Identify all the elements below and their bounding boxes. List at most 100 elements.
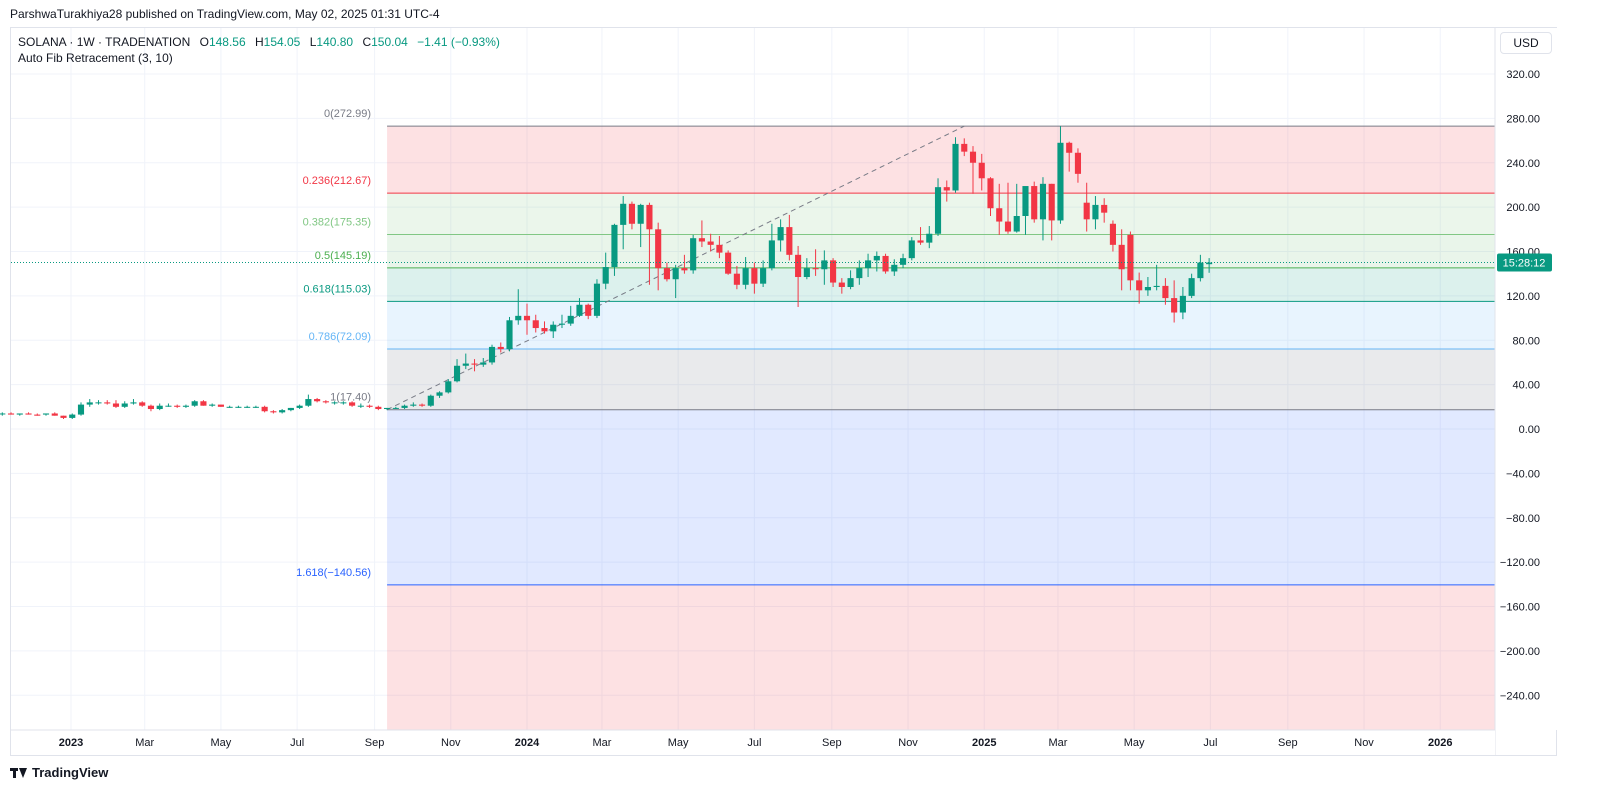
fib-level-label: 1.618(−140.56) <box>296 567 371 579</box>
candle <box>515 289 522 325</box>
price-tag-bg <box>1497 253 1552 272</box>
candle-body <box>987 178 994 209</box>
candle-body <box>926 233 933 243</box>
candle-body <box>1171 298 1178 313</box>
candle-body <box>506 320 513 350</box>
candle <box>200 400 207 406</box>
candle <box>550 321 557 339</box>
candle-body <box>1162 285 1169 299</box>
candle <box>585 303 592 320</box>
candle <box>593 279 601 319</box>
candle <box>961 138 968 157</box>
candle-body <box>1197 262 1204 279</box>
candle-body <box>244 406 251 408</box>
candle-body <box>891 264 898 272</box>
candle <box>261 405 268 413</box>
tradingview-brand[interactable]: TradingView <box>10 765 108 780</box>
candle <box>1074 148 1082 183</box>
candle-body <box>1092 204 1099 220</box>
candle-body <box>7 413 15 415</box>
candle <box>0 412 6 416</box>
candle-body <box>392 407 399 409</box>
candle <box>646 202 653 285</box>
candle <box>786 214 793 261</box>
candle-body <box>567 315 574 324</box>
low-value: 140.80 <box>316 35 354 49</box>
candle <box>401 404 408 410</box>
candle <box>637 203 644 248</box>
candle <box>95 400 102 405</box>
candle <box>760 260 767 287</box>
candle-body <box>453 365 461 382</box>
candle-body <box>1144 287 1151 291</box>
candle <box>209 403 216 407</box>
symbol-label: SOLANA · 1W · TRADENATION <box>18 35 191 49</box>
fib-level-label: 0.786(72.09) <box>309 331 371 343</box>
candle <box>1022 186 1029 235</box>
candle-body <box>917 240 924 243</box>
indicator-label[interactable]: Auto Fib Retracement (3, 10) <box>18 51 173 65</box>
candle <box>926 225 933 249</box>
candle-body <box>707 241 714 245</box>
candle <box>287 407 294 412</box>
candle <box>952 137 959 193</box>
candle-body <box>252 406 259 408</box>
candle-body <box>908 240 915 259</box>
candle-body <box>226 406 233 408</box>
candle <box>244 405 251 408</box>
candle-body <box>209 404 216 406</box>
candle <box>891 259 898 276</box>
candle <box>445 379 452 394</box>
candle <box>77 402 85 416</box>
candle-body <box>882 255 889 272</box>
candle <box>978 153 985 191</box>
x-tick-label: May <box>1124 737 1145 749</box>
candle-body <box>821 260 828 270</box>
candle <box>1048 183 1055 241</box>
candle-body <box>952 143 959 191</box>
candle <box>462 353 469 370</box>
candle <box>996 183 1003 235</box>
y-tick-label: 120.00 <box>1506 291 1540 303</box>
candle-body <box>742 268 749 285</box>
candle-body <box>856 268 863 279</box>
candle-body <box>42 413 50 415</box>
candle <box>681 254 688 274</box>
candle <box>742 257 749 290</box>
x-tick-label: Mar <box>1048 737 1067 749</box>
candle <box>943 180 950 202</box>
candle <box>471 359 478 372</box>
y-tick-label: −160.00 <box>1500 602 1540 614</box>
fib-trend-line <box>386 125 965 411</box>
fib-zone <box>387 584 1496 730</box>
candle-body <box>602 267 609 284</box>
candle-body <box>60 415 67 418</box>
candle <box>847 270 854 290</box>
candle-body <box>34 414 41 416</box>
candle-body <box>305 399 312 406</box>
candle-body <box>830 260 837 283</box>
candle <box>803 258 810 280</box>
fib-zone <box>387 267 1496 302</box>
candle <box>279 409 286 414</box>
candle-body <box>104 402 111 404</box>
candle <box>628 201 636 230</box>
candle-body <box>51 413 58 416</box>
candle <box>1092 196 1099 230</box>
y-tick-label: −200.00 <box>1500 646 1540 658</box>
x-tick-label: Mar <box>135 737 154 749</box>
candle <box>112 400 120 408</box>
candle <box>156 403 163 411</box>
currency-selector[interactable]: USD <box>1500 32 1552 54</box>
x-tick-label: Jul <box>747 737 761 749</box>
candle-body <box>620 203 627 225</box>
candle <box>969 146 977 194</box>
candle-body <box>418 404 426 406</box>
x-tick-label: Sep <box>1278 737 1298 749</box>
candle-body <box>628 203 636 224</box>
candle <box>987 177 994 216</box>
candle <box>497 342 504 353</box>
candle-body <box>865 260 872 269</box>
candle-body <box>996 208 1003 222</box>
